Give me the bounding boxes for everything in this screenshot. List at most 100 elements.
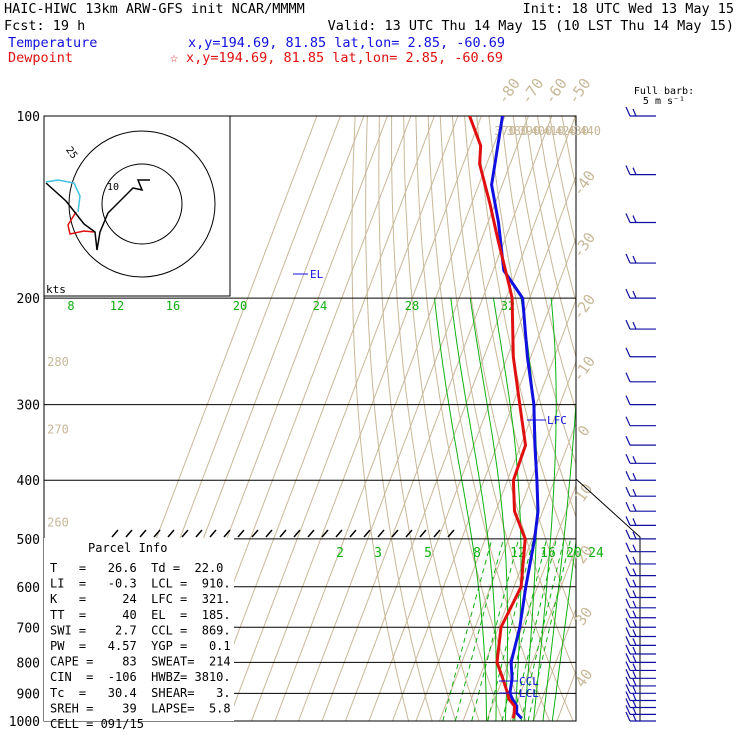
mixing-ratio-line bbox=[454, 538, 504, 721]
pressure-label-200: 200 bbox=[17, 292, 40, 307]
dry-adiabat bbox=[351, 116, 410, 721]
isotherm-label: 10 bbox=[571, 480, 596, 505]
freezing-hatch bbox=[433, 529, 441, 538]
dry-adiabat bbox=[512, 116, 576, 413]
pressure-label-400: 400 bbox=[17, 474, 40, 489]
mixing-ratio-line bbox=[527, 538, 572, 721]
wind-barb-flag bbox=[625, 486, 631, 497]
freezing-hatch bbox=[377, 529, 385, 538]
parcel-info-row: LI = -0.3 LCL = 910. bbox=[50, 577, 231, 591]
barb-legend: Full barb: 5 m s⁻¹ bbox=[634, 86, 694, 107]
isotherm bbox=[274, 116, 506, 721]
pressure-label-1000: 1000 bbox=[9, 715, 40, 730]
parcel-info-row: T = 26.6 Td = 22.0 bbox=[50, 561, 223, 575]
barb-legend-line1: Full barb: bbox=[634, 86, 694, 97]
moist-adiabat bbox=[450, 298, 497, 721]
isotherm bbox=[533, 607, 576, 721]
temperature-legend-label: Temperature bbox=[8, 35, 97, 51]
moist-adiabat-label: 28 bbox=[405, 299, 419, 313]
isotherm-label: -80 bbox=[494, 75, 524, 108]
valid-time: Valid: 13 UTC Thu 14 May 15 (10 LST Thu … bbox=[328, 18, 734, 34]
lower-panel-outline bbox=[575, 478, 641, 721]
wind-barb-flag bbox=[625, 684, 631, 694]
wind-barb-flag bbox=[632, 518, 637, 526]
moist-adiabat-label: 12 bbox=[110, 299, 124, 313]
parcel-info-row: TT = 40 EL = 185. bbox=[50, 608, 231, 622]
freezing-hatch bbox=[391, 529, 399, 538]
theta-label: 420 bbox=[555, 124, 577, 138]
wind-barb-flag bbox=[625, 253, 631, 264]
wind-barb-flag bbox=[632, 290, 637, 299]
wind-barb-flag bbox=[625, 454, 631, 464]
wind-barb-flag bbox=[625, 542, 631, 552]
wind-barb-flag bbox=[632, 646, 637, 655]
wind-barb-flag bbox=[625, 691, 631, 701]
wind-barb-flag bbox=[625, 661, 631, 671]
star-icon: ☆ bbox=[170, 50, 178, 66]
wind-barb-flag bbox=[632, 215, 637, 223]
hodograph: 25 10 kts bbox=[43, 115, 231, 297]
init-time: Init: 18 UTC Wed 13 May 15 bbox=[523, 1, 734, 17]
barb-legend-line2: 5 m s⁻¹ bbox=[643, 96, 685, 107]
wind-barb-flag bbox=[632, 108, 637, 117]
wind-barb-flag bbox=[632, 456, 637, 464]
dry-adiabat bbox=[365, 116, 433, 721]
wind-barb-flag bbox=[625, 213, 631, 223]
wind-barb-flag bbox=[632, 620, 637, 628]
freezing-hatch bbox=[139, 529, 147, 538]
theta-label: 390 bbox=[519, 124, 541, 138]
pressure-label-500: 500 bbox=[17, 533, 40, 548]
wind-barb-flag bbox=[625, 471, 631, 481]
dry-adiabat bbox=[561, 116, 576, 189]
freezing-hatch bbox=[335, 529, 343, 538]
freezing-hatch bbox=[209, 529, 217, 538]
wind-barb-flag bbox=[625, 372, 631, 383]
parcel-info-row: SWI = 2.7 CCL = 869. bbox=[50, 623, 231, 637]
wind-barb-flag bbox=[632, 671, 637, 679]
parcel-info-row: CIN = -106 HWBZ= 3810. bbox=[50, 670, 231, 684]
freezing-hatch bbox=[293, 529, 301, 538]
mixing-ratio-line bbox=[442, 538, 493, 721]
freezing-hatch bbox=[181, 529, 189, 538]
parcel-info-row: SREH = 39 LAPSE= 5.8 bbox=[50, 701, 231, 715]
wind-barb-flag bbox=[632, 600, 637, 609]
wind-barb-flag bbox=[625, 288, 631, 299]
isotherm-label: 30 bbox=[571, 604, 596, 629]
dry-adiabat bbox=[378, 116, 457, 721]
wind-barb-flag bbox=[625, 705, 631, 715]
theta-label: 400 bbox=[531, 124, 553, 138]
moist-adiabat bbox=[469, 298, 509, 721]
wind-barb-flag bbox=[625, 347, 631, 357]
dewpoint-legend-label: Dewpoint bbox=[8, 50, 73, 66]
freezing-hatch bbox=[447, 529, 455, 538]
mixing-ratio-line bbox=[471, 538, 520, 721]
mixing-ratio-label: 24 bbox=[588, 546, 604, 561]
isotherm bbox=[415, 298, 576, 721]
isotherm bbox=[321, 116, 553, 721]
wind-barb-flag bbox=[632, 255, 637, 264]
hodograph-trace-red bbox=[67, 211, 95, 235]
freezing-hatch bbox=[111, 529, 119, 538]
isotherm bbox=[392, 236, 576, 721]
moist-adiabat-label: 16 bbox=[166, 299, 180, 313]
forecast-hour: Fcst: 19 h bbox=[4, 18, 85, 34]
ccl-label: CCL bbox=[519, 675, 539, 688]
wind-barb-flag bbox=[632, 678, 637, 687]
wind-barb-flag bbox=[625, 636, 631, 646]
wind-barb-flag bbox=[625, 554, 631, 565]
wind-barb-flag bbox=[632, 610, 637, 618]
theta-label: 430 bbox=[567, 124, 589, 138]
theta-label: 260 bbox=[47, 516, 69, 530]
wind-barb-flag bbox=[632, 568, 637, 576]
mixing-ratio-label: 5 bbox=[424, 546, 432, 561]
parcel-info-background bbox=[44, 538, 234, 721]
wind-barb-flag bbox=[632, 629, 637, 637]
parcel-info-row: CAPE = 83 SWEAT= 214 bbox=[50, 655, 231, 669]
pressure-label-600: 600 bbox=[17, 581, 40, 596]
level-markers: EL LFC CCL LCL bbox=[293, 268, 567, 700]
lcl-label: LCL bbox=[519, 687, 539, 700]
freezing-hatch bbox=[349, 529, 357, 538]
wind-barb-flag bbox=[625, 106, 631, 117]
dry-adiabat bbox=[549, 116, 576, 248]
freezing-hatch bbox=[265, 529, 273, 538]
